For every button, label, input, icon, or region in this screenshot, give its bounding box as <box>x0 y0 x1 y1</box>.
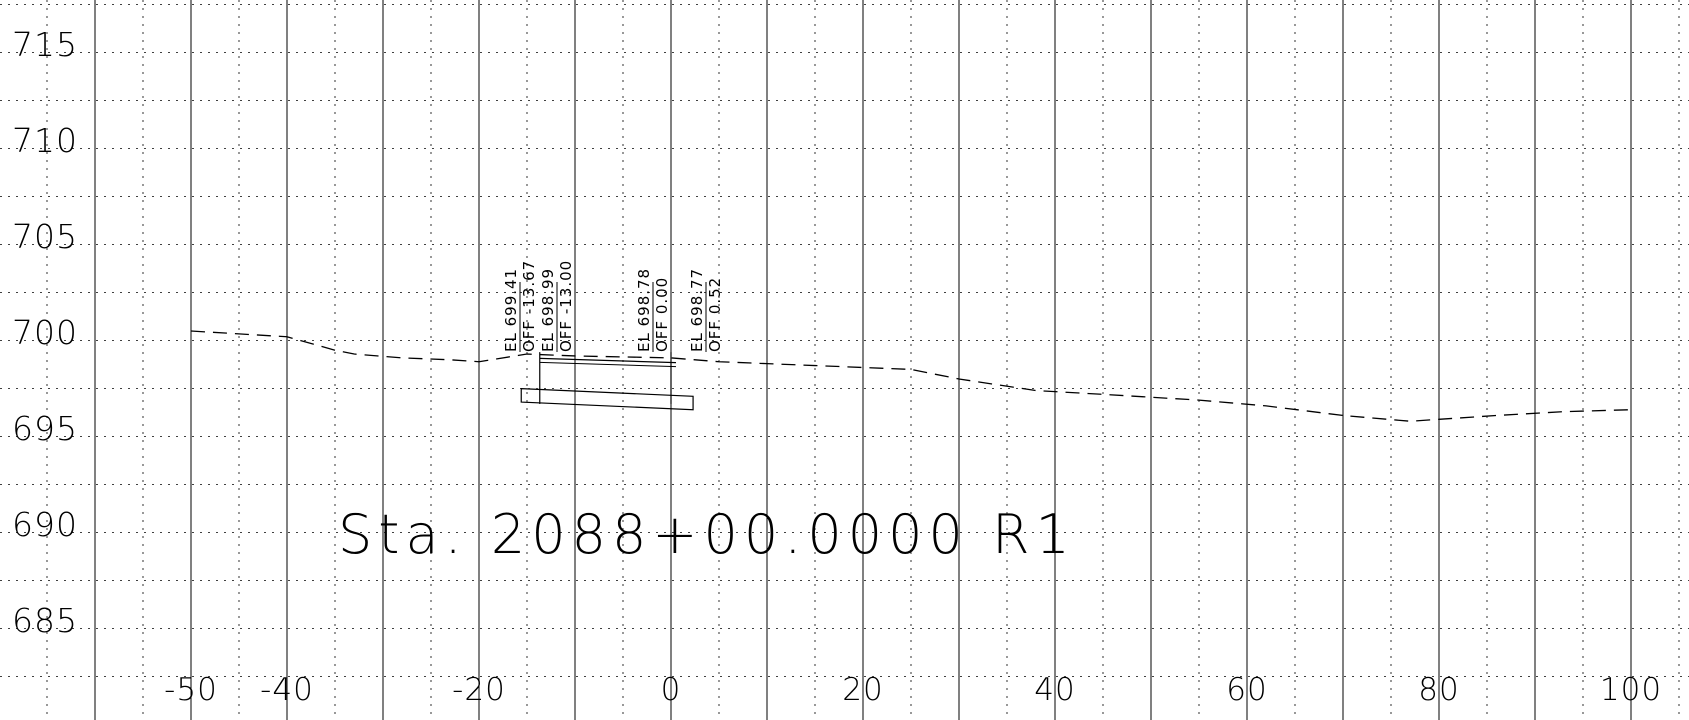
offset-label: 60 <box>1226 672 1267 708</box>
station-label: Sta. 2088+00.0000 R1 <box>338 503 1076 566</box>
major-grid <box>94 0 1632 720</box>
offset-label: -40 <box>260 672 314 708</box>
offset-label: -20 <box>452 672 506 708</box>
annotation-elevation: EL 698.78 <box>635 268 653 352</box>
offset-label: 0 <box>661 672 682 708</box>
annotation-offset: OFF -13.00 <box>557 260 575 352</box>
annotation-group: EL 698.77 OFF 0.52 <box>688 268 724 352</box>
point-annotations: EL 699.41 OFF -13.67 EL 698.99 OFF -13.00 EL… <box>502 260 724 352</box>
annotation-offset: OFF 0.00 <box>653 277 671 352</box>
elevation-label: 710 <box>12 121 78 160</box>
offset-axis-labels: -50 -40 -20 0 20 40 60 80 100 <box>164 672 1662 708</box>
elevation-label: 705 <box>12 217 78 256</box>
annotation-elevation: EL 698.99 <box>539 268 557 352</box>
annotation-offset: OFF 0.52 <box>706 277 724 352</box>
elevation-label: 685 <box>12 601 78 640</box>
annotation-elevation: EL 699.41 <box>502 268 520 352</box>
offset-label: 80 <box>1418 672 1459 708</box>
annotation-group: EL 699.41 OFF -13.67 <box>502 260 538 352</box>
elevation-label: 715 <box>12 25 78 64</box>
annotation-offset: OFF -13.67 <box>520 260 538 352</box>
elevation-label: 700 <box>12 313 78 352</box>
pavement-section <box>520 352 694 411</box>
offset-label: 20 <box>842 672 883 708</box>
annotation-group: EL 698.78 OFF 0.00 <box>635 268 671 352</box>
offset-label: -50 <box>164 672 218 708</box>
offset-label: 100 <box>1600 672 1662 708</box>
annotation-group: EL 698.99 OFF -13.00 <box>539 260 575 352</box>
elevation-label: 695 <box>12 409 78 448</box>
annotation-elevation: EL 698.77 <box>688 268 706 352</box>
pavement-surface-lower <box>539 361 677 368</box>
pavement-surface <box>539 357 677 364</box>
pavement-outline <box>520 387 694 411</box>
offset-label: 40 <box>1034 672 1075 708</box>
elevation-axis-labels: 715 710 705 700 695 690 685 <box>12 25 78 640</box>
elevation-label: 690 <box>12 505 78 544</box>
ground-profile <box>190 330 1632 422</box>
ground-line <box>190 330 1632 422</box>
